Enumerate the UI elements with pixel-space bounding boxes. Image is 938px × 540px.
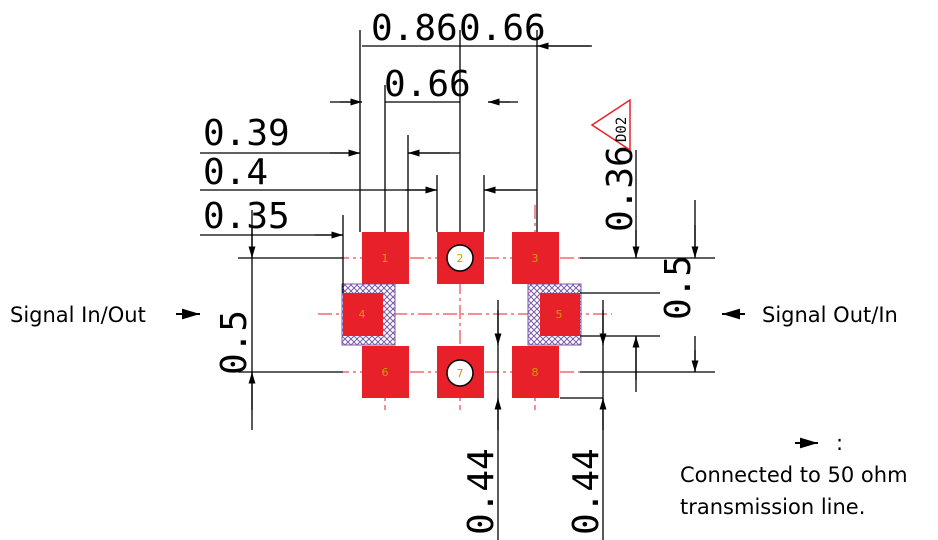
dim-0-35: 0.35 [203,196,290,237]
signal-in-out-label: Signal In/Out [10,303,146,327]
pad-label-1: 1 [382,252,389,265]
dimension-lines [200,30,715,540]
pad-label-4: 4 [359,308,366,321]
pad-8 [512,346,559,398]
legend-line-2: transmission line. [680,495,865,519]
pad-5 [540,293,580,336]
legend-line-1: Connected to 50 ohm [680,463,908,487]
via-hole-2 [446,244,474,272]
dim-0-5-right: 0.5 [658,255,699,320]
signal-out-in-label: Signal Out/In [762,303,898,327]
dim-0-4: 0.4 [203,152,268,193]
pad-label-8: 8 [532,366,539,379]
dimension-arrows [248,42,699,430]
dim-0-36: 0.36 [600,145,641,232]
pad-label-7: 7 [457,367,464,380]
pad-label-2: 2 [457,252,464,265]
pad-6 [362,346,409,398]
via-hole-7 [446,359,474,387]
dim-0-39: 0.39 [203,113,290,154]
pad-1 [362,232,409,284]
pad-3 [512,232,559,284]
dim-0-5-left: 0.5 [214,310,255,375]
legend: : Connected to 50 ohm transmission line. [680,431,908,519]
pad-label-6: 6 [382,366,389,379]
pad-4 [343,293,383,336]
revision-tag: D02 [614,117,630,142]
dim-0-66-middle: 0.66 [384,64,471,105]
dim-0-44-right: 0.44 [566,448,607,535]
pad-label-5: 5 [556,308,563,321]
pads [343,232,580,398]
dim-0-44-left: 0.44 [461,448,502,535]
dim-0-66-top: 0.66 [459,8,546,49]
revision-triangle-icon [590,98,631,152]
pad-label-3: 3 [532,252,539,265]
legend-colon: : [836,431,843,455]
dim-0-86: 0.86 [371,8,458,49]
